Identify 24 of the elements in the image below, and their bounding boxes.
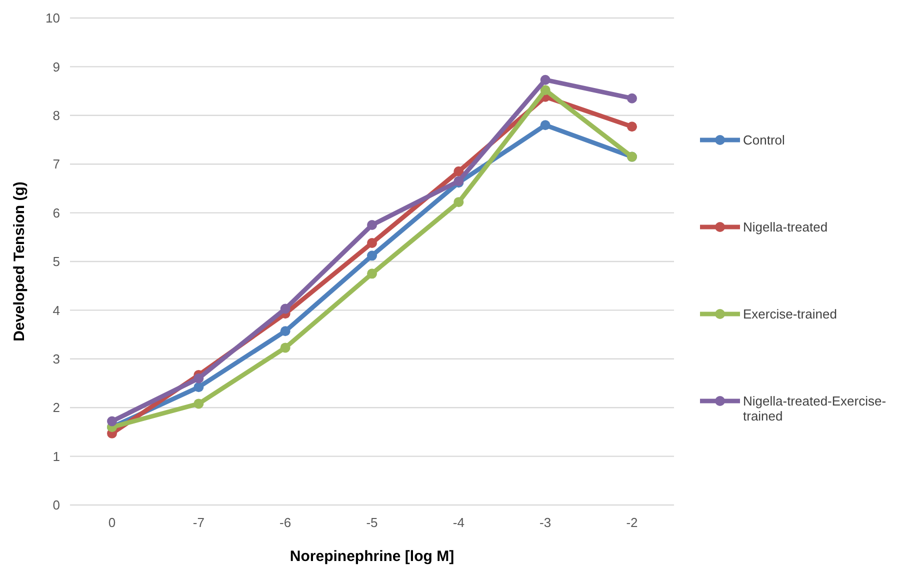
y-tick-label: 1 — [52, 448, 60, 464]
y-axis-title: Developed Tension (g) — [11, 182, 28, 342]
x-axis-title: Norepinephrine [log M] — [290, 548, 454, 565]
x-tick-label: -5 — [366, 515, 378, 530]
x-tick-label: -7 — [192, 515, 204, 530]
legend-label: Control — [743, 132, 786, 148]
y-tick-label: 5 — [52, 254, 60, 270]
x-tick-label: -6 — [280, 515, 292, 530]
legend-label: Nigella-treated-Exercise-trained — [743, 394, 886, 424]
y-tick-label: 8 — [52, 108, 60, 123]
y-tick-label: 7 — [52, 156, 60, 172]
y-tick-label: 10 — [46, 10, 60, 26]
y-tick-label: 0 — [52, 498, 60, 513]
y-tick-label: 6 — [52, 205, 60, 220]
legend-label: Exercise-trained — [743, 306, 837, 322]
x-tick-label: -4 — [452, 515, 464, 530]
x-tick-label: -3 — [540, 515, 552, 530]
y-tick-label: 9 — [52, 59, 60, 74]
x-tick-label: 0 — [108, 515, 116, 530]
x-tick-label: -2 — [626, 515, 638, 530]
y-tick-label: 4 — [52, 302, 60, 318]
legend-label: Nigella-treated — [743, 220, 828, 235]
y-tick-label: 2 — [52, 400, 60, 416]
y-tick-label: 3 — [52, 351, 60, 366]
